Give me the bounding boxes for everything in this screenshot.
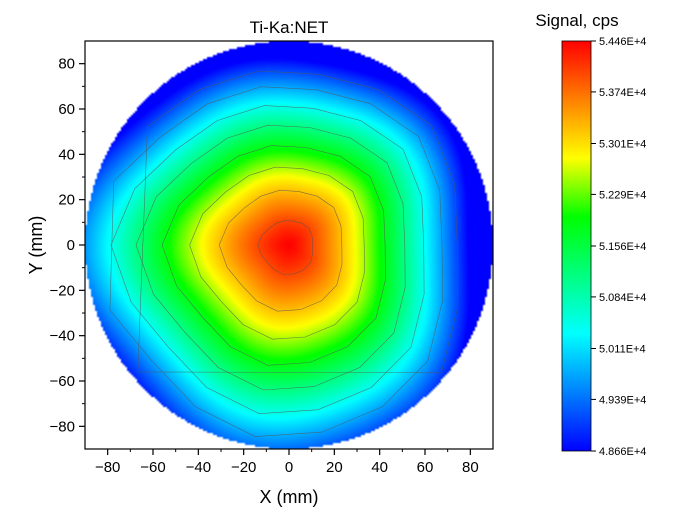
y-tick-label: −60 <box>50 373 75 390</box>
y-tick-label: 0 <box>67 237 75 254</box>
contour-line <box>135 124 406 391</box>
colorbar-tick-label: 4.866E+4 <box>599 446 646 458</box>
y-tick-label: 60 <box>58 101 75 118</box>
colorbar-tick-label: 4.939E+4 <box>599 394 646 406</box>
contour-line <box>110 105 425 415</box>
colorbar-scale <box>561 40 592 452</box>
x-tick-label: 0 <box>285 459 293 476</box>
contour-line <box>257 220 314 275</box>
colorbar-tick-label: 5.446E+4 <box>599 36 646 48</box>
x-axis-title: X (mm) <box>260 487 319 507</box>
contour-lines <box>109 70 459 437</box>
x-axis: −80 −60 −40 −20 0 20 40 60 80 <box>95 449 479 476</box>
colorbar-tick-label: 5.011E+4 <box>599 344 646 356</box>
y-tick-label: −20 <box>50 282 75 299</box>
colorbar-tick-label: 5.374E+4 <box>599 87 646 99</box>
colorbar-title: Signal, cps <box>535 11 618 30</box>
colorbar-tick-label: 5.229E+4 <box>599 189 646 201</box>
x-tick-label: 60 <box>417 459 434 476</box>
x-tick-label: 20 <box>326 459 343 476</box>
contour-line <box>189 166 365 340</box>
contour-line <box>109 86 443 437</box>
y-tick-label: −80 <box>50 418 75 435</box>
y-tick-label: 20 <box>58 192 75 209</box>
x-tick-label: −40 <box>186 459 211 476</box>
chart-title: Ti-Ka:NET <box>250 18 329 37</box>
y-axis: −80 −60 −40 −20 0 20 40 60 80 <box>50 56 85 435</box>
x-tick-label: −80 <box>95 459 120 476</box>
colorbar-tick-label: 5.156E+4 <box>599 241 646 253</box>
colorbar-tick-label: 5.301E+4 <box>599 139 646 151</box>
colorbar-tick-label: 5.084E+4 <box>599 292 646 304</box>
y-tick-label: 40 <box>58 146 75 163</box>
x-tick-label: 80 <box>462 459 479 476</box>
wafer-heatmap <box>85 41 493 449</box>
x-tick-label: −60 <box>140 459 165 476</box>
contour-line <box>161 145 386 366</box>
contour-line <box>218 189 343 312</box>
x-tick-label: 40 <box>371 459 388 476</box>
contour-line <box>137 70 459 374</box>
x-tick-label: −20 <box>231 459 256 476</box>
y-tick-label: 80 <box>58 56 75 73</box>
y-axis-title: Y (mm) <box>26 216 46 275</box>
y-tick-label: −40 <box>50 328 75 345</box>
colorbar-axis: 5.446E+4 5.374E+4 5.301E+4 5.229E+4 5.156E+4… <box>591 36 646 458</box>
